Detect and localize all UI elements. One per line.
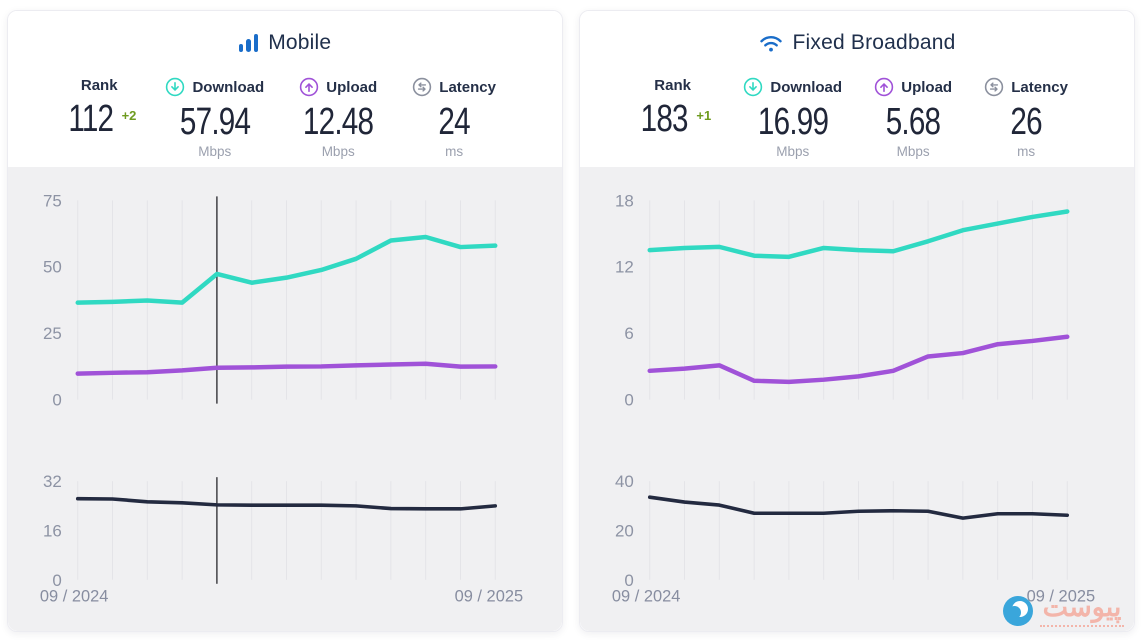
stat-label: Latency	[439, 78, 496, 96]
wifi-icon	[759, 35, 782, 51]
rank-value: 112	[68, 98, 114, 140]
svg-text:09 / 2025: 09 / 2025	[455, 588, 524, 606]
watermark-circle-icon	[1003, 595, 1033, 626]
upload-circle-icon	[875, 77, 894, 97]
stat-upload: Upload 12.48 Mbps	[293, 77, 383, 159]
download-value: 16.99	[757, 101, 829, 143]
svg-text:16: 16	[43, 521, 62, 540]
stat-label: Download	[770, 78, 843, 96]
upload-circle-icon	[300, 77, 319, 97]
fixed-broadband-panel: Fixed Broadband Rank 183 +1 Download 16.9…	[579, 10, 1135, 632]
download-value: 57.94	[179, 101, 251, 143]
upload-value: 5.68	[885, 101, 941, 143]
mobile-stats-row: Rank 112 +2 Download 57.94 Mbps Upload	[38, 77, 532, 159]
watermark-text-block: پیوست	[1040, 594, 1124, 627]
stat-latency: Latency 24 ms	[412, 77, 496, 159]
panel-title: Fixed Broadband	[792, 31, 956, 54]
rank-value: 183	[640, 98, 689, 140]
signal-bars-icon	[238, 34, 259, 52]
mobile-panel: Mobile Rank 112 +2 Download 57.94 Mbps	[7, 10, 563, 632]
stat-label: Rank	[654, 77, 691, 94]
download-unit: Mbps	[776, 143, 810, 159]
svg-text:6: 6	[624, 324, 633, 343]
stat-label: Upload	[326, 78, 378, 96]
mobile-chart-area: 75 50 25 0 32 16 0 09 / 2024 09 / 2025	[8, 167, 562, 631]
svg-text:50: 50	[43, 258, 62, 277]
svg-text:0: 0	[52, 391, 61, 410]
watermark-logo: پیوست	[1003, 594, 1124, 627]
latency-value: 24	[438, 101, 470, 143]
latency-value: 26	[1010, 101, 1042, 143]
fixed-speed-chart[interactable]: 18 12 6 0	[580, 167, 1134, 417]
mobile-latency-chart[interactable]: 32 16 009 / 2024 09 / 2025	[8, 417, 562, 631]
download-circle-icon	[166, 77, 185, 97]
stat-label: Upload	[901, 78, 953, 96]
stat-rank: Rank 183 +1	[634, 77, 712, 159]
fixed-header: Fixed Broadband Rank 183 +1 Download 16.9…	[580, 11, 1134, 167]
svg-text:20: 20	[615, 521, 634, 540]
panel-title: Mobile	[268, 31, 332, 54]
svg-text:25: 25	[43, 324, 62, 343]
stat-download: Download 57.94 Mbps	[165, 77, 264, 159]
svg-text:0: 0	[624, 391, 633, 410]
stat-label: Rank	[80, 77, 118, 94]
stat-label: Latency	[1011, 78, 1068, 96]
svg-text:32: 32	[43, 472, 62, 491]
rank-delta: +2	[121, 108, 137, 123]
fixed-stats-row: Rank 183 +1 Download 16.99 Mbps Upload	[610, 77, 1104, 159]
fixed-chart-area: 18 12 6 0 40 20 0 09 / 2024 09 / 2025 پیوست	[580, 167, 1134, 631]
mobile-title-row: Mobile	[38, 31, 532, 55]
svg-text:18: 18	[615, 191, 634, 210]
download-circle-icon	[744, 77, 763, 97]
latency-unit: ms	[445, 143, 464, 159]
upload-unit: Mbps	[896, 143, 930, 159]
svg-text:40: 40	[615, 472, 634, 491]
fixed-title-row: Fixed Broadband	[610, 31, 1104, 55]
svg-text:12: 12	[615, 258, 634, 277]
latency-arrows-icon	[985, 77, 1004, 97]
watermark-subline	[1040, 625, 1124, 627]
svg-text:09 / 2024: 09 / 2024	[612, 588, 681, 606]
latency-unit: ms	[1017, 143, 1036, 159]
stat-rank: Rank 112 +2	[62, 77, 136, 159]
rank-delta: +1	[696, 108, 712, 123]
svg-text:09 / 2024: 09 / 2024	[40, 588, 109, 606]
stat-download: Download 16.99 Mbps	[743, 77, 842, 159]
upload-value: 12.48	[303, 101, 374, 143]
svg-text:0: 0	[624, 571, 633, 590]
mobile-header: Mobile Rank 112 +2 Download 57.94 Mbps	[8, 11, 562, 167]
upload-unit: Mbps	[321, 143, 355, 159]
fixed-latency-chart[interactable]: 40 20 009 / 2024 09 / 2025	[580, 417, 1134, 631]
svg-text:0: 0	[52, 571, 61, 590]
mobile-speed-chart[interactable]: 75 50 25 0	[8, 167, 562, 417]
download-unit: Mbps	[198, 143, 232, 159]
watermark-text: پیوست	[1042, 592, 1122, 622]
stat-upload: Upload 5.68 Mbps	[874, 77, 952, 159]
stat-label: Download	[192, 78, 265, 96]
stat-latency: Latency 26 ms	[984, 77, 1068, 159]
svg-text:09 / 2025: 09 / 2025	[1027, 588, 1096, 606]
latency-arrows-icon	[413, 77, 432, 97]
svg-text:75: 75	[43, 191, 62, 210]
